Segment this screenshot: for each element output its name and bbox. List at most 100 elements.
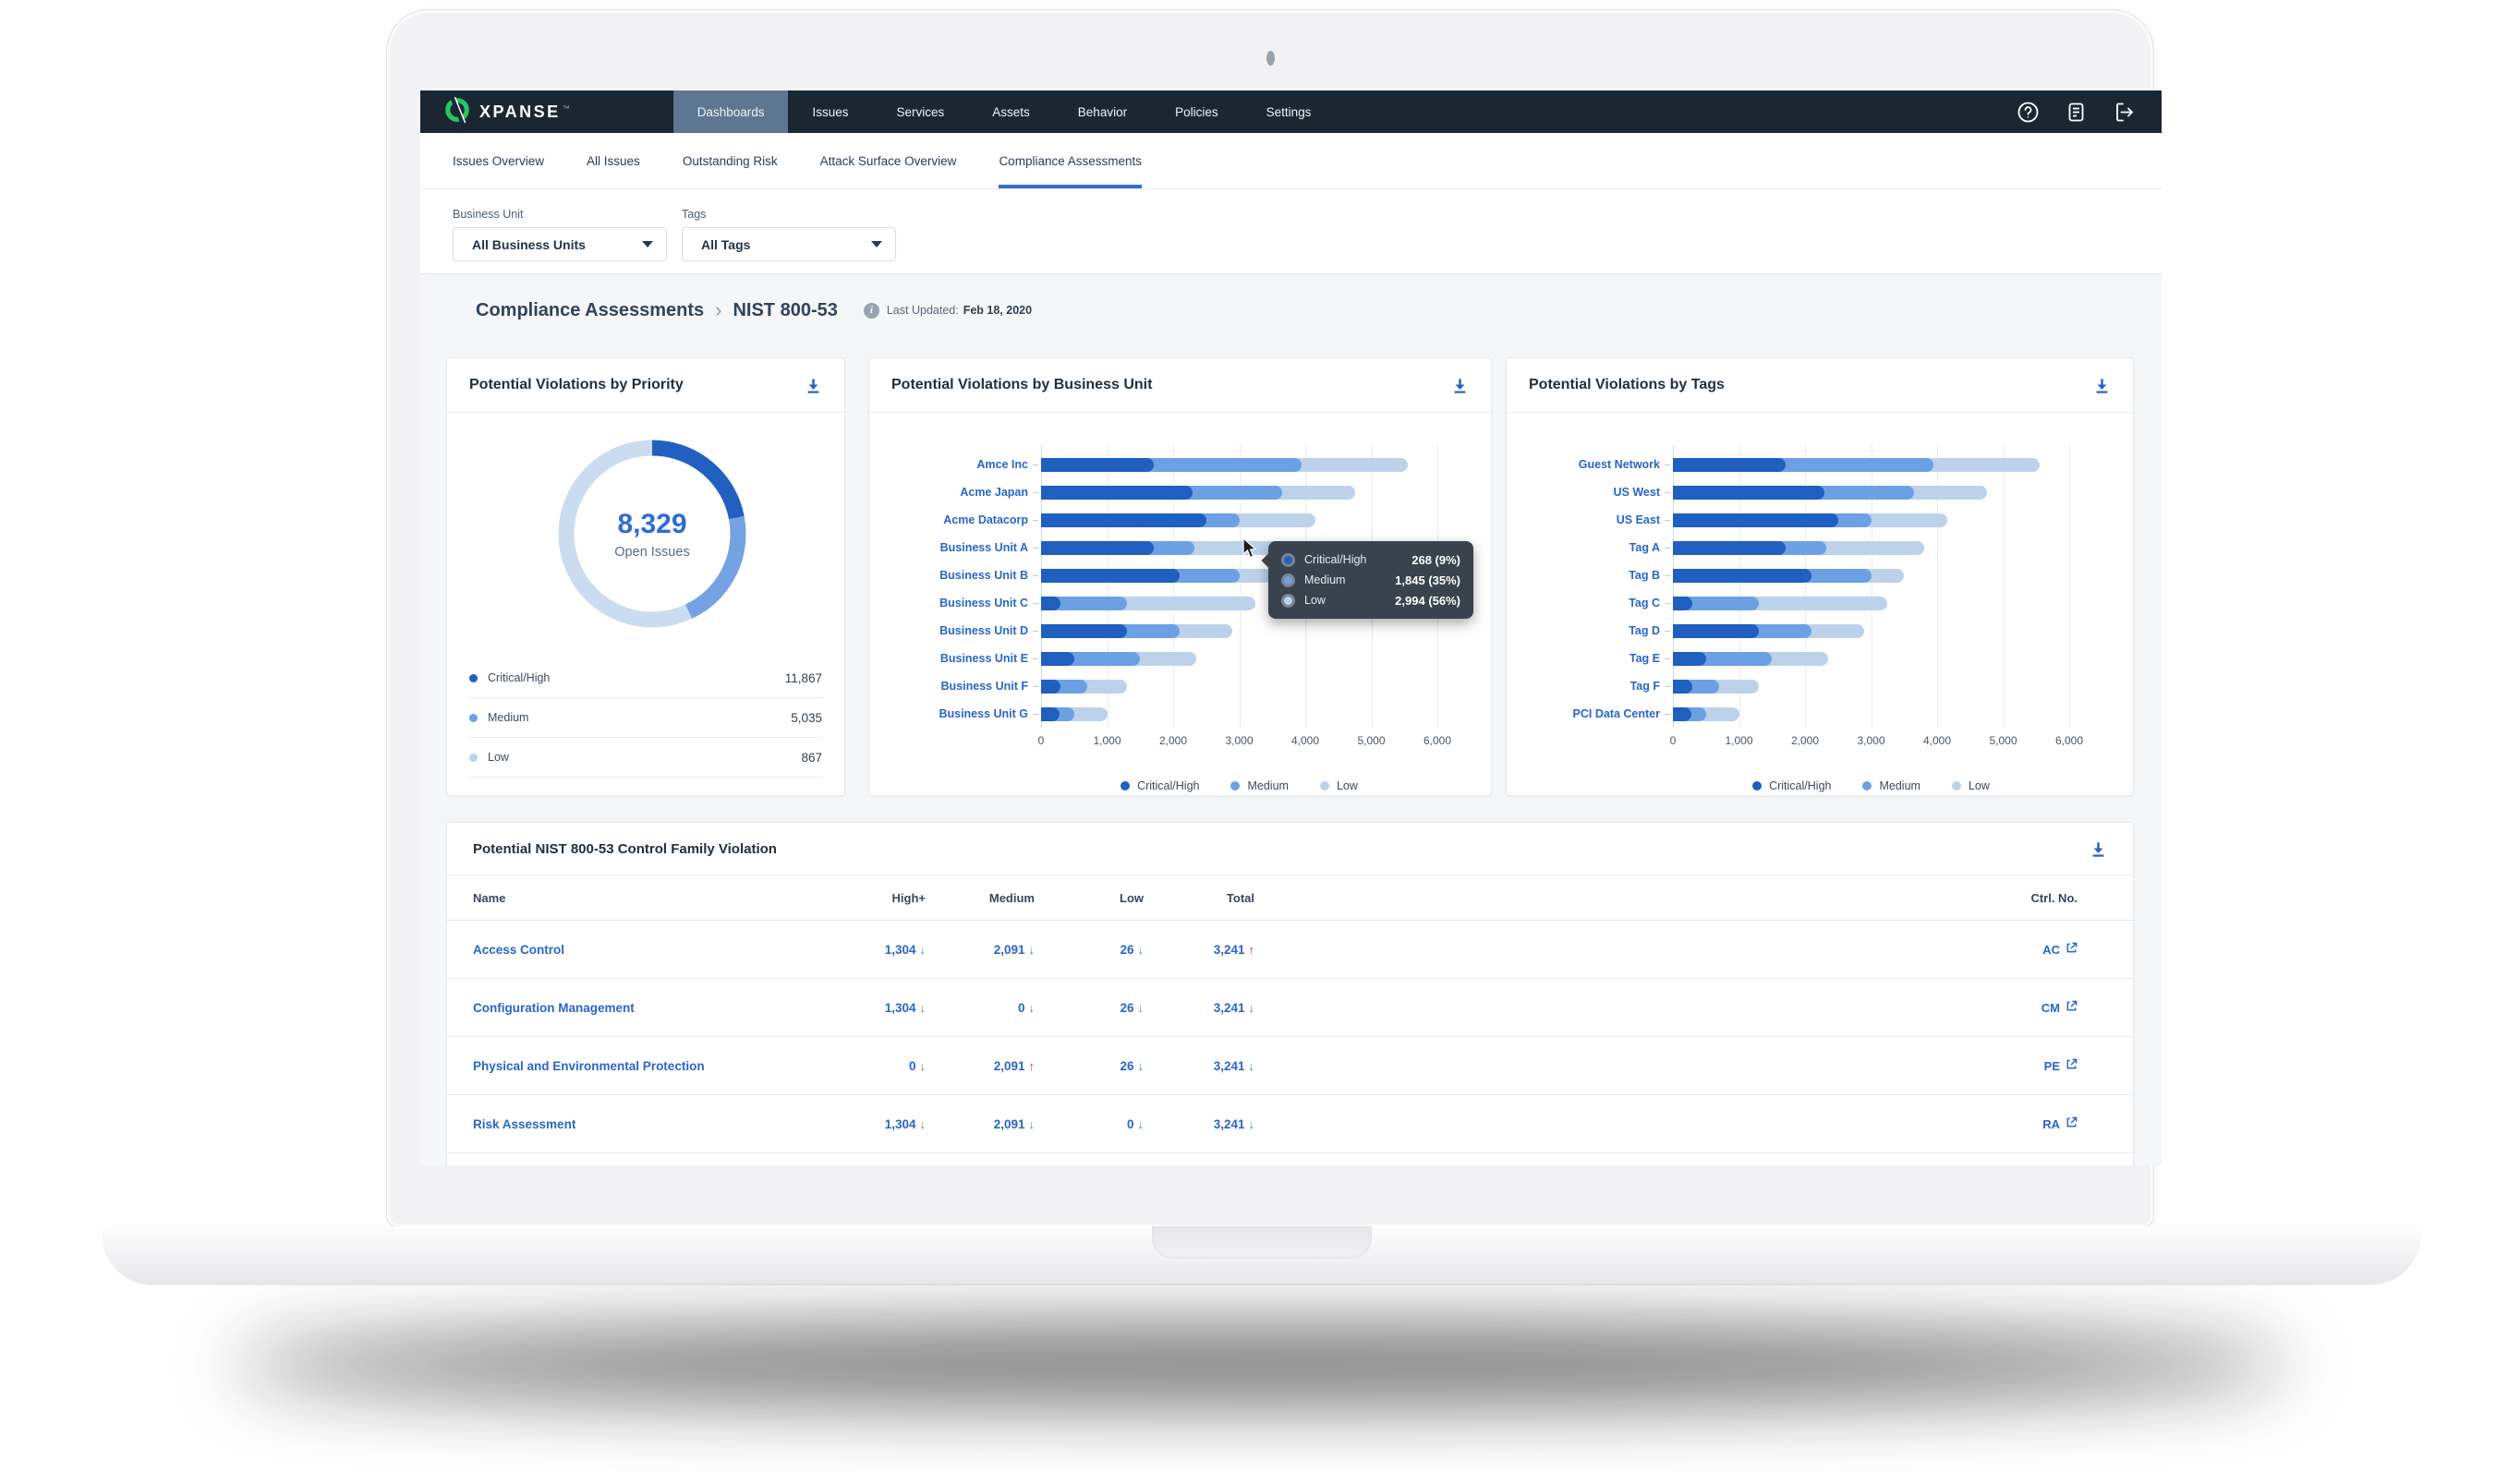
cell-total: 3,241 ↑ bbox=[1144, 943, 1254, 957]
nav-item-policies[interactable]: Policies bbox=[1175, 104, 1218, 119]
bar-track bbox=[1673, 513, 2069, 527]
business-unit-dropdown[interactable]: All Business Units bbox=[453, 227, 667, 261]
breadcrumb-parent[interactable]: Compliance Assessments bbox=[476, 299, 705, 320]
bar-row-business-unit-c[interactable]: Business Unit C bbox=[869, 589, 1491, 617]
bar-row-tag-f[interactable]: Tag F bbox=[1507, 672, 2133, 700]
high-value: 1,304 bbox=[884, 1116, 916, 1131]
control-family-link[interactable]: Access Control bbox=[473, 942, 565, 957]
bar-row-business-unit-a[interactable]: Business Unit A bbox=[869, 534, 1491, 561]
ctrl-no-link[interactable]: AC bbox=[1976, 942, 2078, 957]
bar-row-guest-network[interactable]: Guest Network bbox=[1507, 451, 2133, 478]
x-axis-tick-label: 4,000 bbox=[1290, 734, 1320, 747]
external-link-icon bbox=[2066, 1116, 2078, 1131]
column-header-high-: High+ bbox=[891, 890, 926, 905]
download-icon[interactable] bbox=[805, 377, 822, 394]
bar-row-tag-a[interactable]: Tag A bbox=[1507, 534, 2133, 561]
legend-dot bbox=[1752, 781, 1763, 790]
bar-track bbox=[1673, 623, 2069, 638]
nav-item-behavior[interactable]: Behavior bbox=[1077, 104, 1128, 119]
gridline bbox=[1239, 445, 1241, 728]
bar-row-amce-inc[interactable]: Amce Inc bbox=[869, 451, 1491, 478]
bar-track bbox=[1041, 651, 1437, 666]
tab-all-issues[interactable]: All Issues bbox=[587, 153, 640, 168]
bar-row-us-west[interactable]: US West bbox=[1507, 478, 2133, 506]
cell-medium: 2,091 ↓ bbox=[926, 1117, 1035, 1131]
nav-item-settings[interactable]: Settings bbox=[1266, 104, 1312, 119]
tags-dropdown[interactable]: All Tags bbox=[682, 227, 896, 261]
tab-attack-surface-overview[interactable]: Attack Surface Overview bbox=[819, 153, 957, 168]
help-icon[interactable] bbox=[2017, 101, 2040, 124]
bar-track bbox=[1673, 485, 2069, 500]
external-link-icon bbox=[2066, 1058, 2078, 1073]
trend-up-icon: ↑ bbox=[1028, 1058, 1036, 1073]
gridline bbox=[1739, 445, 1740, 728]
nav-item-services[interactable]: Services bbox=[896, 104, 945, 119]
trend-down-icon: ↓ bbox=[1137, 1000, 1145, 1015]
bar-segment-critical-high bbox=[1673, 679, 1693, 694]
sign-out-icon[interactable] bbox=[2113, 101, 2136, 124]
nav-item-dashboards[interactable]: Dashboards bbox=[672, 90, 789, 133]
tooltip-row: Medium 1,845 (35%) bbox=[1281, 570, 1460, 590]
bar-segment-medium bbox=[1041, 596, 1127, 610]
bar-row-tag-b[interactable]: Tag B bbox=[1507, 561, 2133, 589]
tags-dropdown-value: All Tags bbox=[701, 236, 751, 252]
y-axis-tick bbox=[1033, 713, 1038, 715]
x-axis-tick-label: 4,000 bbox=[1922, 734, 1952, 747]
laptop-shadow bbox=[231, 1326, 2291, 1404]
bar-segment-critical-high bbox=[1041, 623, 1127, 638]
low-value: 26 bbox=[1120, 942, 1134, 957]
y-axis-tick bbox=[1665, 630, 1670, 632]
gridline bbox=[1805, 445, 1806, 728]
ctrl-no-link[interactable]: CM bbox=[1976, 1000, 2078, 1015]
cell-low: 26 ↓ bbox=[1035, 943, 1144, 957]
brand-logo[interactable]: XPANSE ™ bbox=[420, 90, 570, 133]
download-icon[interactable] bbox=[2090, 840, 2107, 858]
page-title: NIST 800-53 bbox=[733, 299, 838, 320]
cell-high: 1,304 ↓ bbox=[815, 943, 926, 957]
legend-item-low: Low bbox=[1319, 779, 1358, 792]
bar-row-us-east[interactable]: US East bbox=[1507, 506, 2133, 534]
tab-issues-overview[interactable]: Issues Overview bbox=[453, 153, 545, 168]
ctrl-no-link[interactable]: PE bbox=[1976, 1058, 2078, 1073]
tab-compliance-assessments[interactable]: Compliance Assessments bbox=[999, 133, 1143, 188]
table-row: Configuration Management 1,304 ↓ 0 ↓ 26 ↓ 3,241… bbox=[447, 979, 2133, 1037]
bar-track bbox=[1673, 651, 2069, 666]
nav-item-issues[interactable]: Issues bbox=[812, 104, 849, 119]
external-link-icon bbox=[2066, 942, 2078, 957]
bar-row-acme-datacorp[interactable]: Acme Datacorp bbox=[869, 506, 1491, 534]
bar-row-business-unit-e[interactable]: Business Unit E bbox=[869, 645, 1491, 672]
info-icon[interactable]: i bbox=[863, 302, 879, 319]
download-icon[interactable] bbox=[1451, 377, 1469, 394]
cell-low: 0 ↓ bbox=[1035, 1117, 1144, 1131]
trend-up-icon: ↑ bbox=[1248, 942, 1255, 957]
bar-row-business-unit-d[interactable]: Business Unit D bbox=[869, 617, 1491, 645]
release-notes-icon[interactable] bbox=[2065, 101, 2088, 124]
ctrl-no-link[interactable]: RA bbox=[1976, 1116, 2078, 1131]
bar-row-tag-c[interactable]: Tag C bbox=[1507, 589, 2133, 617]
control-family-link[interactable]: Risk Assessment bbox=[473, 1116, 576, 1131]
nav-item-assets[interactable]: Assets bbox=[992, 104, 1030, 119]
bar-track bbox=[1041, 623, 1437, 638]
bar-row-pci-data-center[interactable]: PCI Data Center bbox=[1507, 700, 2133, 728]
download-icon[interactable] bbox=[2093, 377, 2111, 394]
bar-row-business-unit-f[interactable]: Business Unit F bbox=[869, 672, 1491, 700]
trend-down-icon: ↓ bbox=[919, 1058, 927, 1073]
cell-high: 0 ↓ bbox=[815, 1059, 926, 1073]
bar-row-business-unit-b[interactable]: Business Unit B bbox=[869, 561, 1491, 589]
tooltip-dot bbox=[1281, 552, 1295, 567]
legend-label: Medium bbox=[1879, 779, 1920, 792]
chart-legend: Critical/High Medium Low bbox=[1041, 779, 1437, 792]
bar-row-tag-e[interactable]: Tag E bbox=[1507, 645, 2133, 672]
tab-outstanding-risk[interactable]: Outstanding Risk bbox=[682, 153, 778, 168]
control-family-link[interactable]: Configuration Management bbox=[473, 1000, 635, 1015]
bar-row-business-unit-g[interactable]: Business Unit G bbox=[869, 700, 1491, 728]
bar-row-tag-d[interactable]: Tag D bbox=[1507, 617, 2133, 645]
high-value: 0 bbox=[908, 1058, 916, 1073]
bar-category-label: Business Unit B bbox=[939, 569, 1028, 582]
ctrl-code: RA bbox=[2042, 1116, 2060, 1131]
control-family-link[interactable]: Physical and Environmental Protection bbox=[473, 1058, 705, 1073]
bar-track bbox=[1041, 540, 1437, 555]
bar-row-acme-japan[interactable]: Acme Japan bbox=[869, 478, 1491, 506]
x-axis-tick-label: 3,000 bbox=[1857, 734, 1885, 747]
trend-down-icon: ↓ bbox=[919, 942, 927, 957]
